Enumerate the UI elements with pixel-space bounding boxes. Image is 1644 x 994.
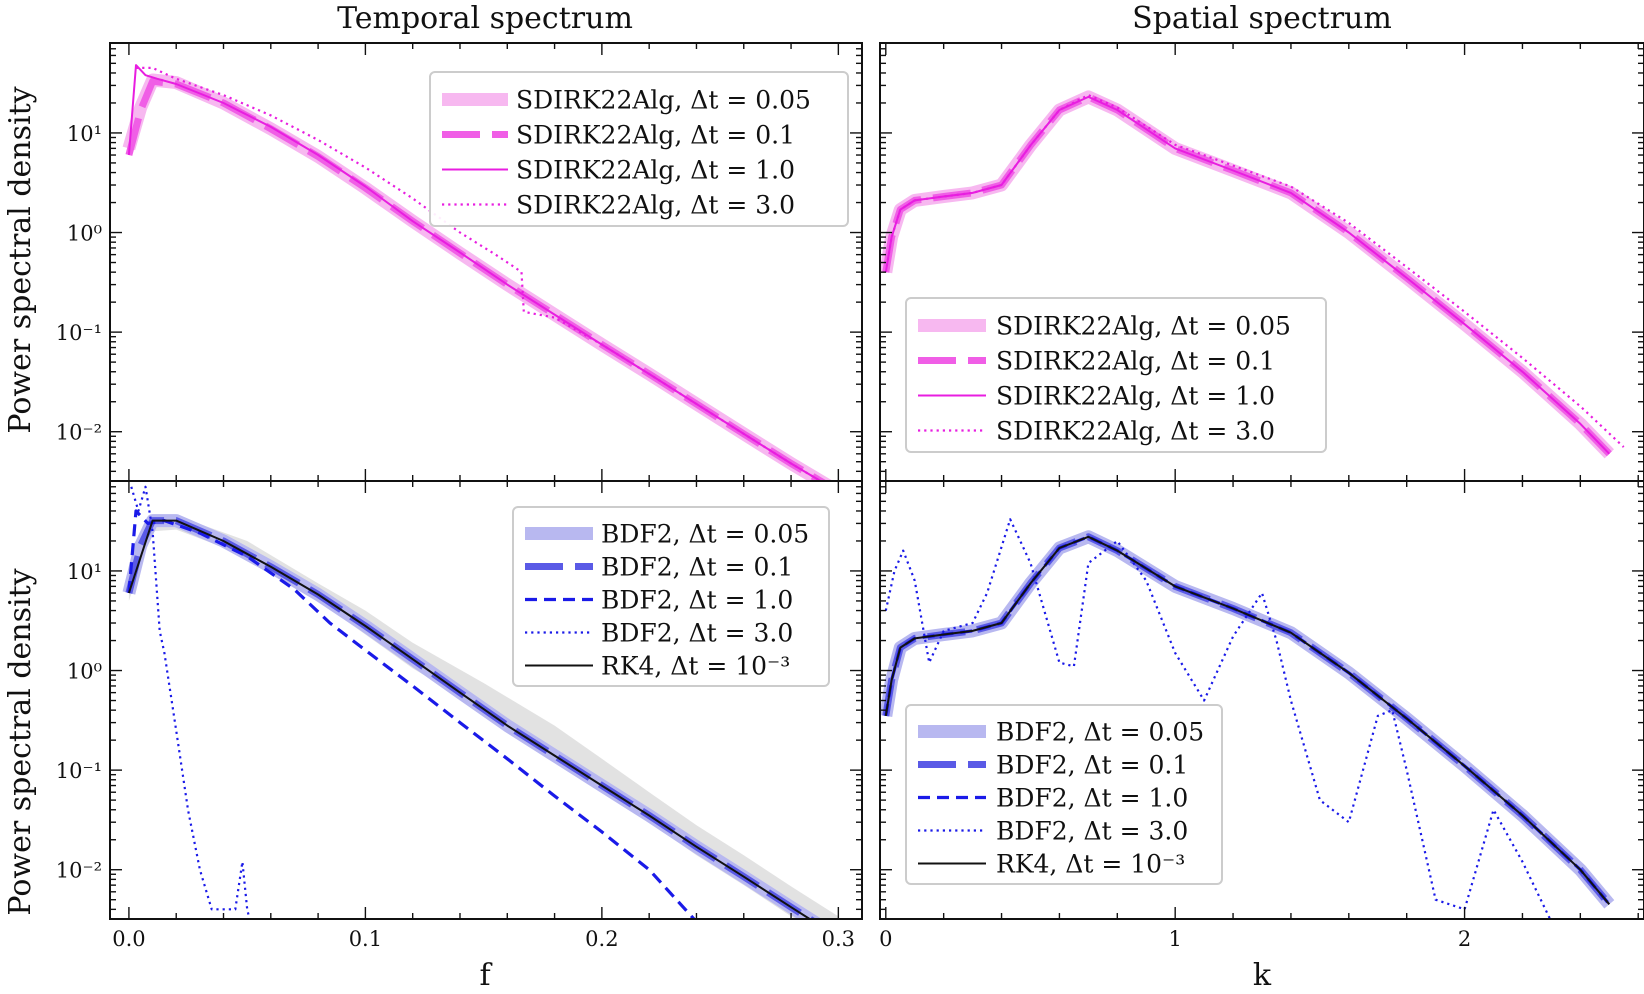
tick-marks (110, 480, 862, 919)
y-tick-label: 10⁻¹ (56, 321, 102, 345)
plot-area-spatial-bdf2 (880, 518, 1615, 919)
legend-entry-label: BDF2, Δt = 0.05 (996, 718, 1204, 747)
tick-marks (880, 480, 1644, 919)
legend-entry-label: SDIRK22Alg, Δt = 1.0 (516, 156, 795, 185)
y-tick-label: 10¹ (67, 122, 102, 146)
series-line-4 (884, 535, 1611, 905)
x-tick-label: 0 (879, 927, 892, 951)
series-line-3 (130, 485, 251, 919)
x-tick-label: 0.3 (822, 927, 855, 951)
legend-box (905, 297, 1327, 453)
spatial-column-title: Spatial spectrum (1132, 1, 1392, 36)
xlabel-spatial: k (1253, 958, 1272, 993)
legend: BDF2, Δt = 0.05 BDF2, Δt = 0.1 BDF2, Δt = … (512, 506, 830, 687)
y-tick-label: 10⁻¹ (56, 759, 102, 783)
legend-entry-label: SDIRK22Alg, Δt = 0.05 (996, 312, 1291, 341)
legend-entry-label: RK4, Δt = 10⁻³ (996, 850, 1185, 879)
y-tick-label: 10⁻² (56, 421, 102, 445)
series-line-3 (884, 518, 1552, 919)
legend-entry-label: BDF2, Δt = 0.05 (601, 520, 809, 549)
x-tick-label: 1 (1168, 927, 1181, 951)
x-tick-label: 0.1 (349, 927, 382, 951)
plot-area-spatial-sdirk (880, 90, 1625, 459)
plot-area-temporal-sdirk (122, 64, 834, 481)
plot-area-temporal-bdf2 (122, 485, 839, 919)
legend-entry-label: BDF2, Δt = 1.0 (601, 586, 793, 615)
x-tick-label: 0.0 (112, 927, 145, 951)
legend-box (429, 71, 849, 227)
legend: SDIRK22Alg, Δt = 0.05 SDIRK22Alg, Δt = 0.… (905, 297, 1327, 453)
legend-entry-label: BDF2, Δt = 3.0 (601, 619, 793, 648)
legend-entry-label: BDF2, Δt = 0.1 (996, 751, 1188, 780)
legend-entry-label: BDF2, Δt = 3.0 (996, 817, 1188, 846)
ylabel-top: Power spectral density (3, 86, 38, 433)
temporal-column-title: Temporal spectrum (337, 1, 633, 36)
legend-entry-label: SDIRK22Alg, Δt = 3.0 (516, 191, 795, 220)
legend-entry-label: SDIRK22Alg, Δt = 3.0 (996, 417, 1275, 446)
panel-temporal-bdf2: 10¹ 10⁰ 10⁻¹ 10⁻² 0.0 0.1 0.2 0.3 BDF2, Δt = 0.0… (56, 480, 863, 951)
legend-box (512, 506, 830, 687)
series-line-2 (884, 95, 1611, 455)
x-tick-label: 2 (1458, 927, 1471, 951)
tick-marks (880, 42, 1644, 481)
xlabel-temporal: f (479, 958, 492, 993)
series-line-3 (136, 66, 823, 481)
y-tick-label: 10⁰ (67, 660, 102, 684)
series-line-4 (127, 519, 812, 919)
legend-entry-label: SDIRK22Alg, Δt = 0.1 (996, 347, 1275, 376)
legend-entry-label: BDF2, Δt = 0.1 (601, 553, 793, 582)
panel-spatial-sdirk: SDIRK22Alg, Δt = 0.05 SDIRK22Alg, Δt = 0.… (879, 42, 1644, 482)
y-tick-label: 10⁻² (56, 859, 102, 883)
x-tick-label: 0.2 (585, 927, 618, 951)
y-tick-label: 10⁰ (67, 222, 102, 246)
legend: BDF2, Δt = 0.05 BDF2, Δt = 0.1 BDF2, Δt = … (905, 704, 1223, 885)
legend-box (905, 704, 1223, 885)
legend-entry-label: SDIRK22Alg, Δt = 1.0 (996, 382, 1275, 411)
legend-entry-label: SDIRK22Alg, Δt = 0.05 (516, 86, 811, 115)
ylabel-bottom: Power spectral density (3, 568, 38, 915)
tick-marks (110, 42, 862, 481)
legend: SDIRK22Alg, Δt = 0.05 SDIRK22Alg, Δt = 0.… (429, 71, 849, 227)
legend-entry-label: RK4, Δt = 10⁻³ (601, 652, 790, 681)
legend-entry-label: BDF2, Δt = 1.0 (996, 784, 1188, 813)
y-tick-label: 10¹ (67, 560, 102, 584)
legend-entry-label: SDIRK22Alg, Δt = 0.1 (516, 121, 795, 150)
